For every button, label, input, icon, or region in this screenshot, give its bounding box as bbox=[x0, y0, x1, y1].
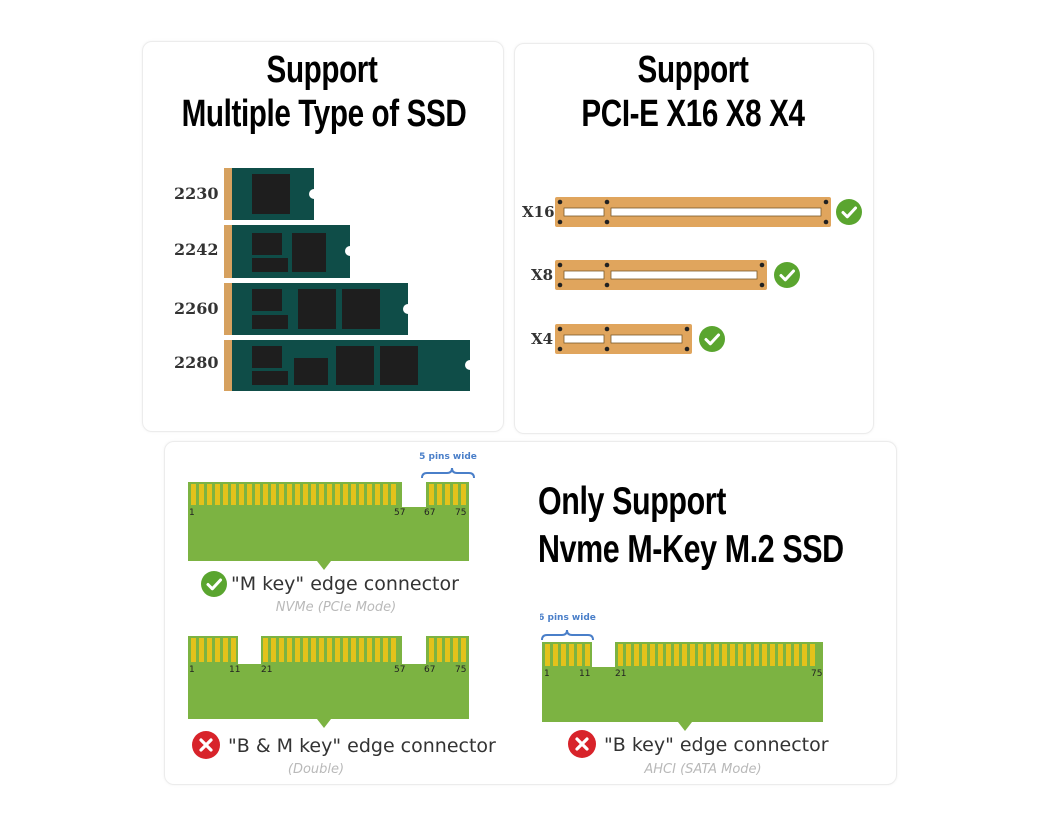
ssd-2230-image bbox=[224, 168, 316, 220]
pcie-panel bbox=[514, 43, 874, 434]
b-key-pin-21: 21 bbox=[615, 669, 626, 679]
bm-key-pin-11: 11 bbox=[229, 665, 240, 675]
pcie-x4-slot bbox=[555, 324, 692, 354]
m-key-pin-67: 67 bbox=[424, 508, 435, 518]
lane-label-x16: X16 bbox=[522, 203, 555, 221]
lane-label-x8: X8 bbox=[531, 266, 554, 284]
pcie-x16-slot bbox=[555, 197, 831, 227]
bm-key-pin-1: 1 bbox=[189, 665, 195, 675]
b-key-pin-11: 11 bbox=[579, 669, 590, 679]
pcie-heading: Support PCI-E X16 X8 X4 bbox=[553, 48, 832, 136]
key-type-heading-line1: Only Support bbox=[538, 480, 726, 523]
key-type-heading-line2: Nvme M-Key M.2 SSD bbox=[538, 528, 844, 571]
ssd-2242-image bbox=[224, 225, 352, 278]
b-key-connector-diagram: 6 pins wide 1 11 21 75 bbox=[540, 613, 823, 731]
m-key-supported-check-icon bbox=[201, 571, 227, 597]
m-key-pin-75: 75 bbox=[455, 508, 466, 518]
bm-key-pins-left bbox=[191, 638, 236, 662]
b-key-unsupported-cross-icon bbox=[568, 730, 596, 758]
b-key-pins-left bbox=[545, 644, 590, 666]
ssd-size-heading-line2: Multiple Type of SSD bbox=[181, 93, 467, 135]
size-label-2260: 2260 bbox=[174, 299, 219, 318]
m-key-subcaption: NVMe (PCIe Mode) bbox=[275, 600, 397, 615]
m-key-width-note: 5 pins wide bbox=[419, 452, 477, 462]
check-x16-icon bbox=[836, 199, 862, 225]
size-label-2242: 2242 bbox=[174, 240, 219, 259]
check-x8-icon bbox=[774, 262, 800, 288]
bm-key-pins-middle bbox=[263, 638, 396, 662]
m-key-pins-left bbox=[191, 484, 396, 505]
bm-key-pin-75: 75 bbox=[455, 665, 466, 675]
b-key-pins-right bbox=[618, 644, 815, 666]
ssd-2260-image bbox=[224, 283, 410, 335]
size-label-2230: 2230 bbox=[174, 184, 219, 203]
m-key-pin-57: 57 bbox=[394, 508, 405, 518]
b-key-width-note: 6 pins wide bbox=[540, 613, 596, 623]
ssd-2280-image bbox=[224, 340, 472, 391]
bm-key-caption: "B & M key" edge connector bbox=[228, 735, 496, 757]
m-key-pin-1: 1 bbox=[189, 508, 195, 518]
ssd-size-heading: Support Multiple Type of SSD bbox=[181, 48, 467, 136]
key-type-heading: Only Support Nvme M-Key M.2 SSD bbox=[538, 478, 844, 574]
m-key-pins-right bbox=[429, 484, 466, 505]
bm-key-pins-right bbox=[429, 638, 466, 662]
size-label-2280: 2280 bbox=[174, 353, 219, 372]
check-x4-icon bbox=[699, 326, 725, 352]
lane-label-x4: X4 bbox=[531, 330, 554, 348]
b-key-pin-75: 75 bbox=[811, 669, 822, 679]
b-key-subcaption: AHCI (SATA Mode) bbox=[644, 762, 762, 777]
bm-key-unsupported-cross-icon bbox=[192, 731, 220, 759]
ssd-size-heading-line1: Support bbox=[266, 49, 378, 91]
m-key-caption: "M key" edge connector bbox=[231, 573, 459, 595]
bm-key-pin-57: 57 bbox=[394, 665, 405, 675]
m-key-connector-diagram: 5 pins wide 1 57 67 75 bbox=[188, 452, 477, 570]
pcie-heading-line2: PCI-E X16 X8 X4 bbox=[581, 93, 805, 135]
b-key-pin-1: 1 bbox=[544, 669, 550, 679]
bm-key-subcaption: (Double) bbox=[287, 762, 345, 777]
b-key-caption: "B key" edge connector bbox=[604, 734, 829, 756]
bm-key-pin-67: 67 bbox=[424, 665, 435, 675]
pcie-heading-line1: Support bbox=[637, 49, 749, 91]
pcie-x8-slot bbox=[555, 260, 767, 290]
bm-key-pin-21: 21 bbox=[261, 665, 272, 675]
bm-key-connector-diagram: 1 11 21 57 67 75 bbox=[188, 636, 469, 728]
